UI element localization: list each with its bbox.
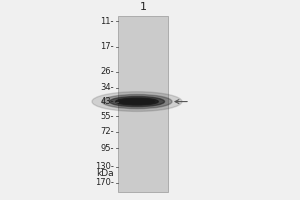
- Ellipse shape: [119, 99, 154, 104]
- Text: 72-: 72-: [100, 127, 114, 136]
- Bar: [118, 16, 168, 192]
- Text: 34-: 34-: [100, 83, 114, 92]
- Ellipse shape: [102, 95, 172, 109]
- Ellipse shape: [92, 92, 182, 111]
- Text: 43-: 43-: [100, 97, 114, 106]
- Text: 130-: 130-: [95, 162, 114, 171]
- Text: 170-: 170-: [95, 178, 114, 187]
- Text: 55-: 55-: [100, 112, 114, 121]
- Text: 26-: 26-: [100, 67, 114, 76]
- Text: 17-: 17-: [100, 42, 114, 51]
- Text: 95-: 95-: [100, 144, 114, 153]
- Text: 11-: 11-: [100, 17, 114, 26]
- Ellipse shape: [116, 98, 158, 105]
- Text: kDa: kDa: [96, 169, 114, 178]
- Ellipse shape: [110, 96, 164, 107]
- Text: 1: 1: [140, 2, 146, 12]
